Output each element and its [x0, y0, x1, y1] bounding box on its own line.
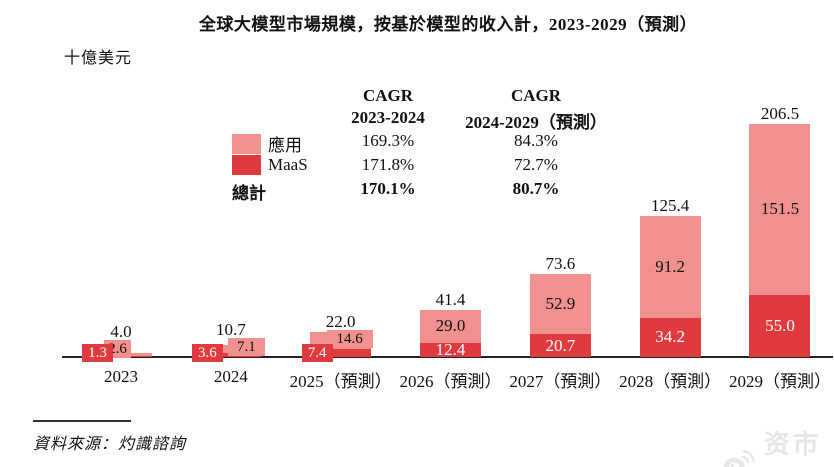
legend-swatch-app	[232, 133, 261, 154]
bar-segment-maas	[749, 294, 811, 357]
total-value-label: 22.0	[325, 312, 356, 331]
bar-segment-maas	[639, 318, 701, 357]
watermark: 资市会	[722, 424, 834, 467]
cagr-header-2-line2: 2024-2029（預測）	[465, 113, 607, 132]
x-axis-line	[62, 356, 833, 358]
cagr-header-2-line1: CAGR	[510, 86, 562, 105]
bar-segment-maas	[310, 348, 372, 357]
bar-segment-app	[419, 310, 481, 343]
x-tick-label: 2029（預測）	[728, 372, 831, 391]
source-divider	[33, 420, 131, 422]
x-tick-label: 2026（預測）	[399, 372, 502, 391]
maas-value-label: 7.4	[301, 344, 333, 362]
y-axis-unit-label: 十億美元	[64, 50, 133, 67]
cagr-total-1: 170.1%	[360, 179, 416, 198]
total-value-label: 41.4	[435, 290, 466, 310]
maas-value-label: 12.4	[435, 340, 466, 359]
weibo-icon	[723, 450, 755, 467]
app-value-label: 52.9	[545, 293, 576, 313]
legend-row-maas: MaaS	[232, 155, 342, 175]
watermark-text: 资市会	[763, 429, 822, 467]
maas-value-label: 55.0	[765, 315, 795, 335]
app-value-label: 14.6	[326, 330, 373, 348]
cagr-maas-1: 171.8%	[361, 155, 415, 174]
bar-segment-maas	[529, 333, 591, 357]
bar-segment-app	[749, 124, 811, 295]
total-value-label: 4.0	[110, 322, 132, 341]
bar-segment-maas	[419, 343, 481, 357]
legend-row-app: 應用	[232, 131, 342, 156]
x-tick-label: 2024	[213, 367, 248, 386]
maas-value-label: 1.3	[82, 344, 113, 362]
bar-segment-app	[639, 215, 701, 319]
legend-label-maas: MaaS	[268, 155, 308, 174]
cagr-app-2: 84.3%	[514, 131, 558, 150]
bar-segment-app	[529, 273, 591, 334]
legend-swatch-maas	[232, 155, 261, 175]
x-tick-label: 2023	[104, 367, 138, 386]
maas-value-label: 34.2	[655, 327, 686, 347]
app-value-label: 29.0	[435, 316, 466, 336]
app-value-label: 7.1	[227, 338, 265, 356]
maas-value-label: 20.7	[545, 335, 576, 355]
cagr-header-1-line1: CAGR	[362, 86, 414, 105]
cagr-total-2: 80.7%	[512, 179, 560, 198]
x-tick-label: 2028（預測）	[619, 372, 722, 391]
cagr-app-1: 169.3%	[361, 131, 415, 150]
cagr-header-1-line2: 2023-2024	[351, 108, 425, 127]
legend-row-total: 總計	[232, 179, 342, 204]
total-value-label: 73.6	[545, 253, 576, 273]
total-value-label: 206.5	[760, 104, 800, 123]
total-value-label: 125.4	[651, 195, 690, 215]
x-tick-label: 2025（預測）	[289, 372, 392, 391]
maas-value-label: 3.6	[191, 344, 223, 362]
cagr-maas-2: 72.7%	[514, 155, 558, 174]
x-tick-label: 2027（預測）	[509, 372, 612, 391]
legend-label-app: 應用	[268, 136, 302, 155]
legend-label-total: 總計	[232, 184, 266, 203]
app-value-label: 91.2	[655, 256, 686, 276]
app-value-label: 151.5	[760, 199, 800, 218]
source-text: 資料來源：灼識諮詢	[33, 436, 187, 453]
total-value-label: 10.7	[215, 320, 246, 339]
chart-title: 全球大模型市場規模，按基於模型的收入計，2023-2029（預測）	[198, 15, 698, 34]
